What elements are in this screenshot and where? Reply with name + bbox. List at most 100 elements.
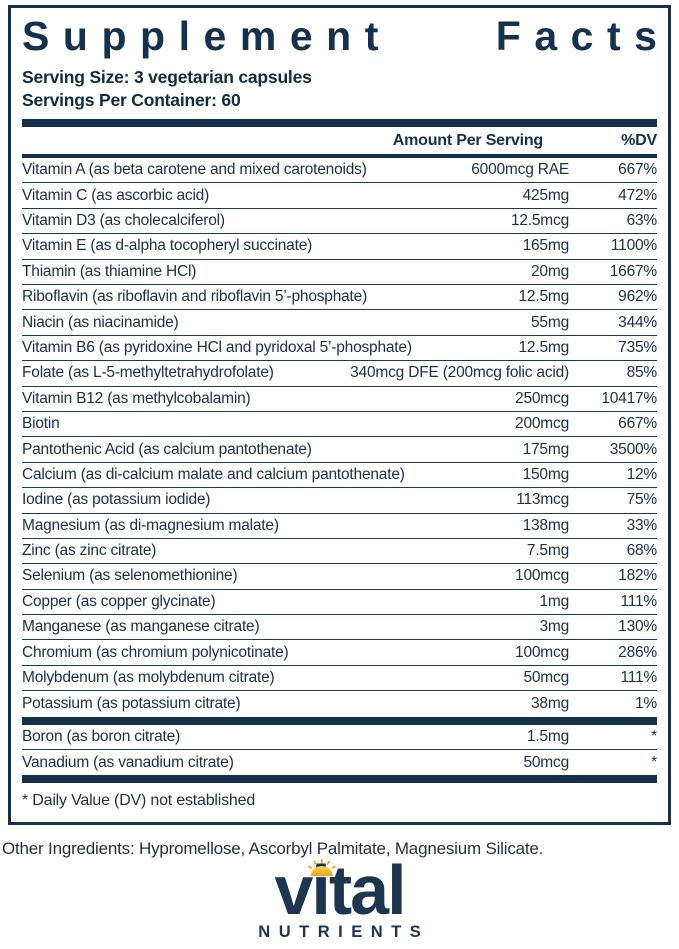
nutrient-name: Vanadium (as vanadium citrate)	[22, 753, 234, 771]
nutrient-dv: 85%	[626, 364, 658, 382]
nutrient-amount: 50mcg	[523, 753, 569, 771]
nutrient-dv: 63%	[626, 212, 658, 230]
nutrient-dv: 344%	[618, 313, 657, 331]
nutrient-name: Manganese (as manganese citrate)	[22, 618, 260, 636]
nutrient-dv: 286%	[618, 643, 657, 661]
divider-thick-bottom	[22, 775, 657, 784]
nutrient-name: Riboflavin (as riboflavin and riboflavin…	[22, 288, 368, 306]
nutrient-dv: 1100%	[610, 237, 657, 255]
table-header-row: Amount Per Serving %DV	[22, 127, 657, 154]
nutrient-name: Vitamin A (as beta carotene and mixed ca…	[22, 161, 367, 179]
nutrient-name: Vitamin B6 (as pyridoxine HCl and pyrido…	[22, 338, 412, 356]
table-row: Thiamin (as thiamine HCl) 20mg 1667%	[22, 260, 657, 285]
nutrient-name: Iodine (as potassium iodide)	[22, 491, 211, 509]
table-row: Potassium (as potassium citrate) 38mg 1%	[22, 691, 657, 716]
nutrient-dv: 1667%	[609, 262, 657, 280]
nutrient-dv: 10417%	[601, 389, 657, 407]
nutrient-amount: 138mg	[522, 516, 570, 534]
supplement-facts-panel: Supplement Facts Serving Size: 3 vegetar…	[8, 5, 671, 826]
divider-thick-top	[22, 119, 657, 128]
nutrient-name: Vitamin D3 (as cholecalciferol)	[22, 212, 225, 230]
nutrient-dv: *	[651, 727, 657, 745]
nutrient-name: Vitamin C (as ascorbic acid)	[22, 186, 210, 204]
nutrient-amount: 55mg	[531, 313, 569, 331]
table-row: Vanadium (as vanadium citrate) 50mcg *	[22, 750, 657, 775]
table-row: Niacin (as niacinamide) 55mg 344%	[22, 310, 657, 336]
table-row: Biotin 200mcg 667%	[22, 412, 657, 438]
nutrient-name: Potassium (as potassium citrate)	[22, 694, 241, 712]
nutrient-dv: 111%	[620, 669, 657, 687]
brand-logo: vital NUTRIENTS	[258, 855, 420, 942]
nutrient-dv: 75%	[626, 491, 658, 509]
nutrient-dv: 472%	[618, 186, 657, 204]
nutrient-amount: 425mg	[522, 186, 570, 204]
table-row: Magnesium (as di-magnesium malate) 138mg…	[22, 514, 657, 539]
logo-word-text: vital	[274, 851, 406, 929]
panel-title: Supplement Facts	[22, 14, 657, 58]
nutrient-amount: 20mg	[531, 262, 569, 280]
nutrient-amount: 340mcg DFE (200mcg folic acid)	[350, 364, 569, 382]
nutrient-amount: 100mcg	[515, 643, 569, 661]
nutrient-dv: 667%	[618, 161, 657, 179]
nutrient-name: Copper (as copper glycinate)	[22, 592, 216, 610]
nutrient-name: Magnesium (as di-magnesium malate)	[22, 516, 279, 534]
table-row: Manganese (as manganese citrate) 3mg 130…	[22, 615, 657, 641]
nutrient-name: Vitamin E (as d-alpha tocopheryl succina…	[22, 237, 313, 255]
nutrient-dv: 962%	[618, 288, 657, 306]
nutrient-dv: 111%	[620, 592, 657, 610]
table-row: Iodine (as potassium iodide) 113mcg 75%	[22, 488, 658, 514]
nutrient-amount: 50mcg	[523, 669, 569, 687]
nutrient-amount: 1.5mg	[526, 727, 569, 745]
table-row: Molybdenum (as molybdenum citrate) 50mcg…	[22, 666, 657, 692]
nutrient-amount: 200mcg	[515, 415, 569, 433]
table-row: Vitamin C (as ascorbic acid) 425mg 472%	[22, 183, 657, 209]
table-row: Zinc (as zinc citrate) 7.5mg 68%	[22, 539, 658, 565]
table-row: Calcium (as di-calcium malate and calciu…	[22, 463, 657, 489]
table-row: Vitamin E (as d-alpha tocopheryl succina…	[22, 234, 657, 260]
nutrient-amount: 150mg	[522, 465, 570, 483]
column-header-dv: %DV	[621, 131, 657, 149]
column-header-amount: Amount Per Serving	[392, 131, 543, 149]
other-ingredients-text: Other Ingredients: Hypromellose, Ascorby…	[2, 839, 544, 859]
nutrient-dv: 667%	[618, 415, 657, 433]
daily-value-footnote: * Daily Value (DV) not established	[22, 792, 256, 810]
table-row: Vitamin B12 (as methylcobalamin) 250mcg …	[22, 387, 657, 412]
nutrient-table-extra: Boron (as boron citrate) 1.5mg * Vanadiu…	[22, 725, 657, 776]
nutrient-dv: 68%	[626, 542, 658, 560]
nutrient-name: Calcium (as di-calcium malate and calciu…	[22, 465, 405, 483]
nutrient-table-main: Vitamin A (as beta carotene and mixed ca…	[22, 158, 657, 717]
nutrient-amount: 6000mcg RAE	[471, 161, 569, 179]
nutrient-amount: 113mcg	[516, 491, 569, 509]
nutrient-name: Niacin (as niacinamide)	[22, 313, 179, 331]
nutrient-amount: 12.5mg	[518, 338, 570, 356]
sun-icon	[307, 859, 336, 876]
nutrient-name: Folate (as L-5-methyltetrahydrofolate)	[22, 364, 274, 382]
nutrient-amount: 165mg	[522, 237, 570, 255]
nutrient-amount: 100mcg	[515, 567, 569, 585]
nutrient-name: Pantothenic Acid (as calcium pantothenat…	[22, 440, 312, 458]
table-row: Riboflavin (as riboflavin and riboflavin…	[22, 285, 657, 311]
nutrient-amount: 3mg	[539, 618, 569, 636]
nutrient-amount: 175mg	[522, 440, 570, 458]
panel-title-word-facts: Facts	[495, 13, 671, 59]
divider-medium-header	[22, 154, 657, 159]
table-row: Vitamin D3 (as cholecalciferol) 12.5mcg …	[22, 209, 658, 235]
logo-tagline: NUTRIENTS	[258, 923, 430, 942]
table-row: Boron (as boron citrate) 1.5mg *	[22, 725, 657, 751]
nutrient-dv: *	[651, 753, 657, 771]
table-row: Vitamin B6 (as pyridoxine HCl and pyrido…	[22, 336, 657, 362]
nutrient-dv: 735%	[618, 338, 657, 356]
table-row: Copper (as copper glycinate) 1mg 111%	[22, 590, 657, 616]
nutrient-amount: 7.5mg	[526, 542, 569, 560]
servings-per-container-text: Servings Per Container: 60	[22, 90, 241, 111]
table-row: Chromium (as chromium polynicotinate) 10…	[22, 640, 657, 666]
serving-size-text: Serving Size: 3 vegetarian capsules	[22, 67, 312, 88]
nutrient-amount: 12.5mg	[518, 288, 570, 306]
table-row: Selenium (as selenomethionine) 100mcg 18…	[22, 564, 657, 590]
nutrient-name: Zinc (as zinc citrate)	[22, 542, 157, 560]
nutrient-name: Molybdenum (as molybdenum citrate)	[22, 669, 275, 687]
nutrient-name: Vitamin B12 (as methylcobalamin)	[22, 389, 251, 407]
nutrient-amount: 1mg	[539, 592, 569, 610]
nutrient-dv: 130%	[618, 618, 657, 636]
nutrient-name: Biotin	[22, 415, 60, 433]
